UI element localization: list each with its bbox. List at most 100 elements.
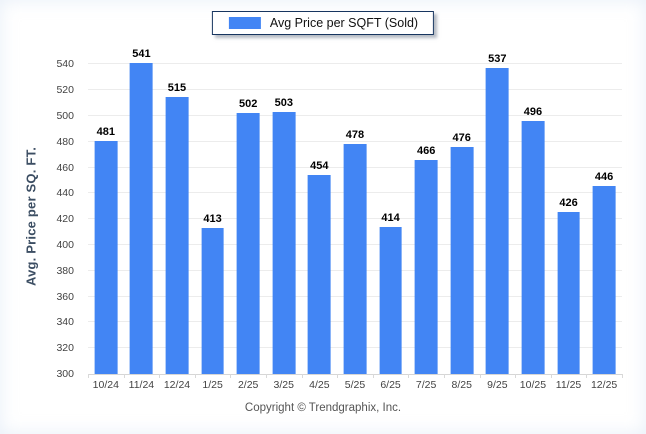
- plot-area: 481 541 515 413 502 503 454 478 414 466 476 537 496 4…: [88, 48, 623, 378]
- y-tick-label-540: 540: [56, 58, 74, 71]
- x-tick-label-3/25: 3/25: [273, 379, 294, 391]
- axis-boundary-tick: [159, 374, 161, 378]
- value-label-12/25: 446: [594, 170, 614, 183]
- value-label-11/24: 541: [132, 48, 151, 61]
- x-axis-tick-labels: 10/24 11/24 12/24 1/25 2/25 3/25 4/25 5/25 6/25 7…: [88, 379, 622, 391]
- value-label-8/25: 476: [452, 132, 471, 144]
- axis-boundary-tick: [444, 374, 445, 378]
- x-tick-label-8/25: 8/25: [451, 379, 472, 391]
- x-tick-label-4/25: 4/25: [309, 379, 330, 391]
- bar-12/24: [165, 96, 189, 374]
- bar-8/25: [450, 147, 474, 374]
- x-tick-label-7/25: 7/25: [415, 379, 437, 391]
- bar-column-9/25: 537: [480, 53, 516, 374]
- x-tick-label-11/25: 11/25: [555, 379, 582, 391]
- value-label-6/25: 414: [381, 211, 400, 224]
- bar-11/25: [557, 211, 580, 374]
- value-label-7/25: 466: [416, 144, 436, 157]
- axis-boundary-tick: [230, 374, 232, 378]
- axis-boundary-tick: [515, 374, 517, 378]
- bar-column-11/24: 541: [124, 48, 160, 374]
- copyright-footer: Copyright © Trendgraphix, Inc.: [244, 402, 402, 414]
- axis-boundary-tick: [479, 374, 481, 378]
- bar-11/24: [130, 63, 153, 374]
- y-tick-label-400: 400: [56, 239, 74, 252]
- y-tick-label-480: 480: [56, 135, 74, 148]
- value-label-9/25: 537: [488, 53, 507, 66]
- bar-column-10/24: 481: [88, 58, 124, 374]
- bar-column-3/25: 503: [266, 58, 302, 374]
- axis-boundary-tick: [586, 374, 588, 378]
- axis-boundary-tick: [622, 374, 623, 378]
- gridline-480: [88, 140, 622, 142]
- y-tick-label-440: 440: [56, 187, 74, 200]
- y-tick-label-320: 320: [56, 342, 74, 355]
- y-tick-label-340: 340: [56, 316, 74, 329]
- bar-9/25: [485, 68, 509, 374]
- x-tick-label-10/25: 10/25: [519, 379, 547, 391]
- value-label-12/24: 515: [167, 81, 187, 94]
- axis-boundary-tick: [408, 374, 410, 378]
- bar-column-10/25: 496: [515, 58, 551, 374]
- y-tick-label-500: 500: [56, 110, 74, 123]
- y-tick-label-520: 520: [56, 84, 74, 97]
- bar-column-7/25: 466: [408, 58, 444, 374]
- axis-boundary-tick: [194, 374, 196, 378]
- y-tick-label-300: 300: [56, 368, 74, 380]
- bar-column-5/25: 478: [337, 58, 373, 374]
- legend-label: Avg Price per SQFT (Sold): [269, 16, 419, 30]
- bar-2/25: [236, 113, 260, 374]
- axis-boundary-tick: [550, 374, 552, 378]
- x-tick-label-2/25: 2/25: [237, 379, 259, 391]
- y-tick-label-360: 360: [56, 290, 74, 303]
- value-label-10/24: 481: [96, 125, 115, 138]
- x-tick-label-9/25: 9/25: [487, 379, 508, 391]
- x-tick-label-12/24: 12/24: [163, 379, 191, 391]
- value-label-4/25: 454: [310, 160, 329, 173]
- x-tick-label-1/25: 1/25: [202, 379, 223, 391]
- bar-columns: 481 541 515 413 502 503 454 478 414 466 476 537 496 4…: [88, 48, 622, 374]
- axis-boundary-tick: [372, 374, 374, 378]
- bar-3/25: [272, 112, 296, 374]
- bar-column-8/25: 476: [444, 58, 480, 374]
- bar-column-12/24: 515: [159, 58, 195, 374]
- bar-4/25: [307, 175, 331, 374]
- value-label-3/25: 503: [274, 97, 293, 110]
- value-label-2/25: 502: [238, 98, 258, 111]
- value-label-5/25: 478: [345, 129, 365, 142]
- bar-column-12/25: 446: [586, 58, 622, 374]
- bar-7/25: [414, 159, 438, 374]
- axis-boundary-tick: [337, 374, 339, 378]
- x-tick-label-5/25: 5/25: [344, 379, 366, 391]
- axis-boundary-tick: [301, 374, 303, 378]
- bar-column-4/25: 454: [302, 58, 338, 374]
- gridline-520: [88, 89, 622, 91]
- axis-boundary-tick: [123, 374, 125, 378]
- chart-legend: Avg Price per SQFT (Sold): [211, 11, 435, 35]
- x-tick-label-11/24: 11/24: [128, 379, 155, 391]
- y-axis-tick-labels: 300 320 340 360 380 400 420 440 460 480 500 520 540: [0, 58, 82, 380]
- gridline-500: [88, 115, 622, 117]
- axis-boundary-tick: [88, 374, 89, 378]
- x-tick-label-10/24: 10/24: [92, 379, 119, 391]
- bar-6/25: [379, 226, 402, 374]
- bar-10/25: [521, 121, 545, 374]
- axis-boundary-tick: [266, 374, 267, 378]
- gridline-540: [88, 63, 622, 65]
- bar-1/25: [201, 228, 224, 374]
- value-label-10/25: 496: [523, 106, 543, 119]
- bar-column-11/25: 426: [551, 58, 587, 374]
- y-tick-label-460: 460: [56, 161, 74, 174]
- bar-12/25: [592, 185, 616, 374]
- y-tick-label-420: 420: [56, 213, 74, 226]
- y-tick-label-380: 380: [56, 264, 74, 277]
- bar-10/24: [94, 140, 118, 374]
- x-tick-label-12/25: 12/25: [590, 379, 618, 391]
- x-tick-label-6/25: 6/25: [380, 379, 401, 391]
- legend-swatch-avg-price: [228, 17, 261, 29]
- value-label-1/25: 413: [203, 213, 222, 226]
- bar-column-6/25: 414: [373, 58, 409, 374]
- bar-5/25: [343, 144, 367, 374]
- bar-column-1/25: 413: [195, 58, 231, 374]
